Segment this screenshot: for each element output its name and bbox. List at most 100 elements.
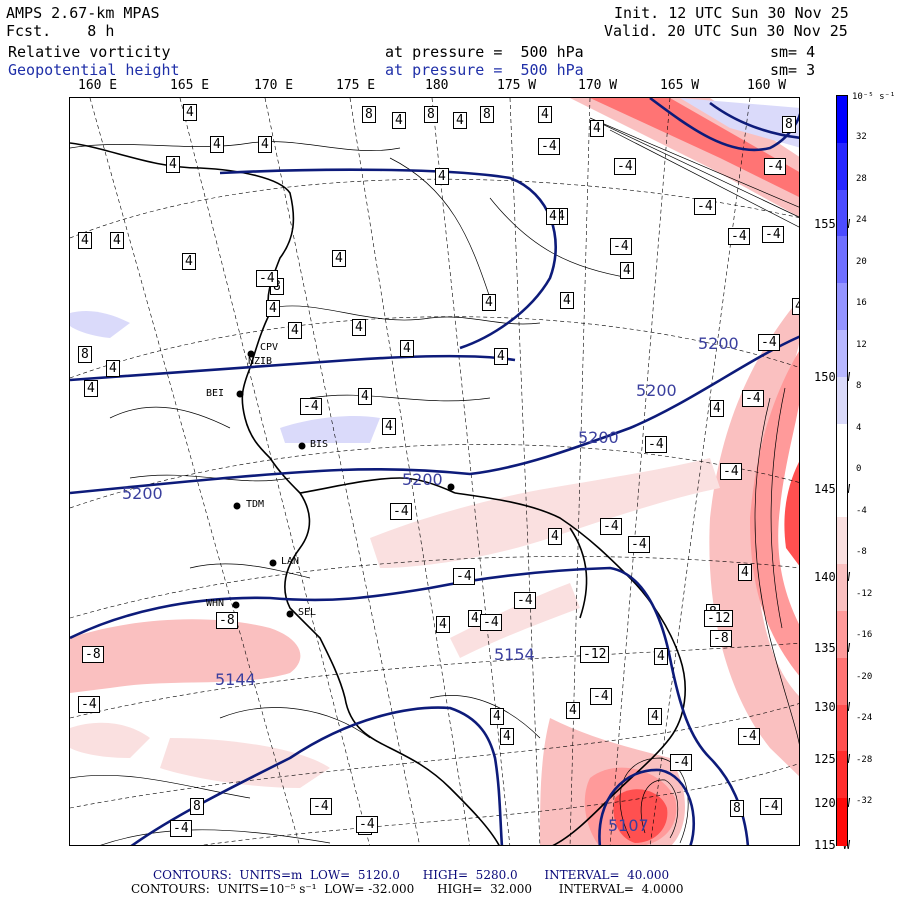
height-contour-5107 — [598, 768, 696, 845]
vorticity-contour-label: -4 — [600, 518, 622, 535]
station-dot — [298, 442, 306, 450]
vorticity-contour-label: 4 — [538, 106, 552, 123]
station-dot — [286, 610, 294, 618]
colorbar-segment — [837, 517, 847, 565]
colorbar-segment — [837, 96, 847, 144]
vorticity-contour-label: -4 — [480, 614, 502, 631]
vorticity-contour-label: -4 — [742, 390, 764, 407]
vorticity-contour-label: 4 — [620, 262, 634, 279]
vorticity-contour-label: 4 — [738, 564, 752, 581]
vorticity-contour-label: -8 — [82, 646, 104, 663]
vorticity-contour-label: 4 — [352, 319, 366, 336]
station-label: LAN — [281, 556, 300, 567]
colorbar-segment — [837, 423, 847, 471]
vorticity-contour-label: -4 — [614, 158, 636, 175]
colorbar — [836, 95, 848, 846]
colorbar-tick-label: 20 — [856, 256, 867, 267]
vorticity-contour-label: 8 — [190, 798, 204, 815]
height-label: 5200 — [122, 484, 163, 503]
vorticity-contour-label: -4 — [78, 696, 100, 713]
vorticity-contour-label: 4 — [358, 388, 372, 405]
height-label: 5200 — [402, 470, 443, 489]
station-label: CPV — [260, 342, 279, 353]
vorticity-contour-label: 4 — [546, 208, 560, 225]
vorticity-contour-label: -4 — [538, 138, 560, 155]
station-label: NZIB — [248, 356, 273, 367]
vorticity-contour-label: 4 — [258, 136, 272, 153]
vorticity-contour-label: -4 — [170, 820, 192, 837]
footer-height-contours: CONTOURS: UNITS=m LOW= 5120.0 HIGH= 5280… — [153, 868, 670, 882]
valid-time: Valid. 20 UTC Sun 30 Nov 25 — [604, 22, 848, 40]
field2-level: at pressure = 500 hPa — [385, 61, 584, 79]
colorbar-segment — [837, 798, 847, 846]
forecast-hours: Fcst. 8 h — [6, 22, 115, 40]
field2-smoothing: sm= 3 — [770, 61, 816, 79]
field1-name: Relative vorticity — [8, 43, 171, 61]
field2-name: Geopotential height — [8, 61, 180, 79]
colorbar-tick-label: 8 — [856, 381, 862, 391]
vorticity-contour-label: 4 — [648, 708, 662, 725]
colorbar-tick-label: 32 — [856, 132, 867, 142]
vorticity-contour-label: 4 — [590, 120, 604, 137]
map-canvas — [70, 98, 799, 845]
vorticity-contour-label: -12 — [580, 646, 610, 663]
vorticity-contour-label: 4 — [436, 616, 450, 633]
model-title: AMPS 2.67-km MPAS — [6, 4, 160, 22]
colorbar-tick-label: -24 — [856, 713, 873, 723]
height-contour-5200-west — [70, 354, 516, 382]
station-dot — [447, 483, 455, 491]
vorticity-contour-label: -4 — [738, 728, 760, 745]
vorticity-contour-label: 8 — [424, 106, 438, 123]
vorticity-contour-label: 4 — [435, 168, 449, 185]
vorticity-contour-label: 4 — [548, 528, 562, 545]
station-label: SEL — [298, 607, 317, 618]
vorticity-contour-label: -4 — [514, 592, 536, 609]
vorticity-contour-label: -4 — [670, 754, 692, 771]
vorticity-contour-label: 4 — [166, 156, 180, 173]
vorticity-contour-label: 4 — [654, 648, 668, 665]
colorbar-segment — [837, 751, 847, 799]
colorbar-tick-label: -4 — [856, 505, 867, 516]
colorbar-tick-label: -20 — [856, 671, 873, 682]
colorbar-segment — [837, 283, 847, 331]
vorticity-contour-label: 4 — [482, 294, 496, 311]
vorticity-contour-label: -4 — [720, 463, 742, 480]
vorticity-contour-label: 8 — [730, 800, 744, 817]
colorbar-segment — [837, 564, 847, 612]
station-label: WHN — [206, 598, 225, 609]
station-label: TDM — [246, 499, 265, 510]
vorticity-contour-label: 4 — [288, 322, 302, 339]
vorticity-contour-label: 4 — [792, 298, 799, 315]
vorticity-contour-label: 4 — [183, 104, 197, 121]
lon-label: 165 W — [660, 78, 700, 93]
vorticity-contour-label: -4 — [728, 228, 750, 245]
height-label: 5200 — [578, 428, 619, 447]
vorticity-contour-label: -4 — [645, 436, 667, 453]
vorticity-contour-label: 8 — [480, 106, 494, 123]
graticule — [70, 98, 799, 845]
vorticity-contour-label: 4 — [332, 250, 346, 267]
vorticity-contour-label: -4 — [760, 798, 782, 815]
colorbar-segment — [837, 610, 847, 659]
vorticity-contour-label: 4 — [78, 232, 92, 249]
colorbar-tick-label: 4 — [856, 422, 862, 433]
vorticity-contour-label: 4 — [566, 702, 580, 719]
station-dot — [269, 559, 277, 567]
colorbar-segment — [837, 142, 847, 191]
height-label: 5200 — [698, 334, 739, 353]
vorticity-contour-label: -12 — [704, 610, 734, 627]
vorticity-contour-label: 4 — [710, 400, 724, 417]
map-panel: 5200 5200 5200 5200 5200 5144 5154 5107 … — [69, 97, 800, 846]
vorticity-contour-label: -4 — [628, 536, 650, 553]
station-dot — [233, 502, 241, 510]
vorticity-contour-label: 4 — [210, 136, 224, 153]
vorticity-contour-label: -4 — [390, 503, 412, 520]
lon-label: 180 — [425, 78, 449, 93]
vorticity-contour-label: -4 — [694, 198, 716, 215]
field1-smoothing: sm= 4 — [770, 43, 816, 61]
vorticity-contour-label: 4 — [392, 112, 406, 129]
vorticity-contour-label: 4 — [500, 728, 514, 745]
height-contour-5200-closed — [219, 168, 558, 350]
vorticity-contour-label: -4 — [310, 798, 332, 815]
vorticity-contour-label: 8 — [78, 346, 92, 363]
